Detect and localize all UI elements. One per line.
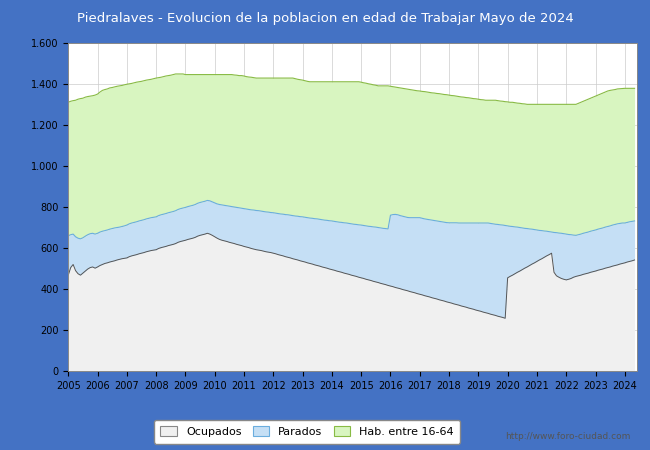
Text: http://www.foro-ciudad.com: http://www.foro-ciudad.com [505, 432, 630, 441]
Legend: Ocupados, Parados, Hab. entre 16-64: Ocupados, Parados, Hab. entre 16-64 [154, 419, 460, 444]
Text: Piedralaves - Evolucion de la poblacion en edad de Trabajar Mayo de 2024: Piedralaves - Evolucion de la poblacion … [77, 12, 573, 25]
